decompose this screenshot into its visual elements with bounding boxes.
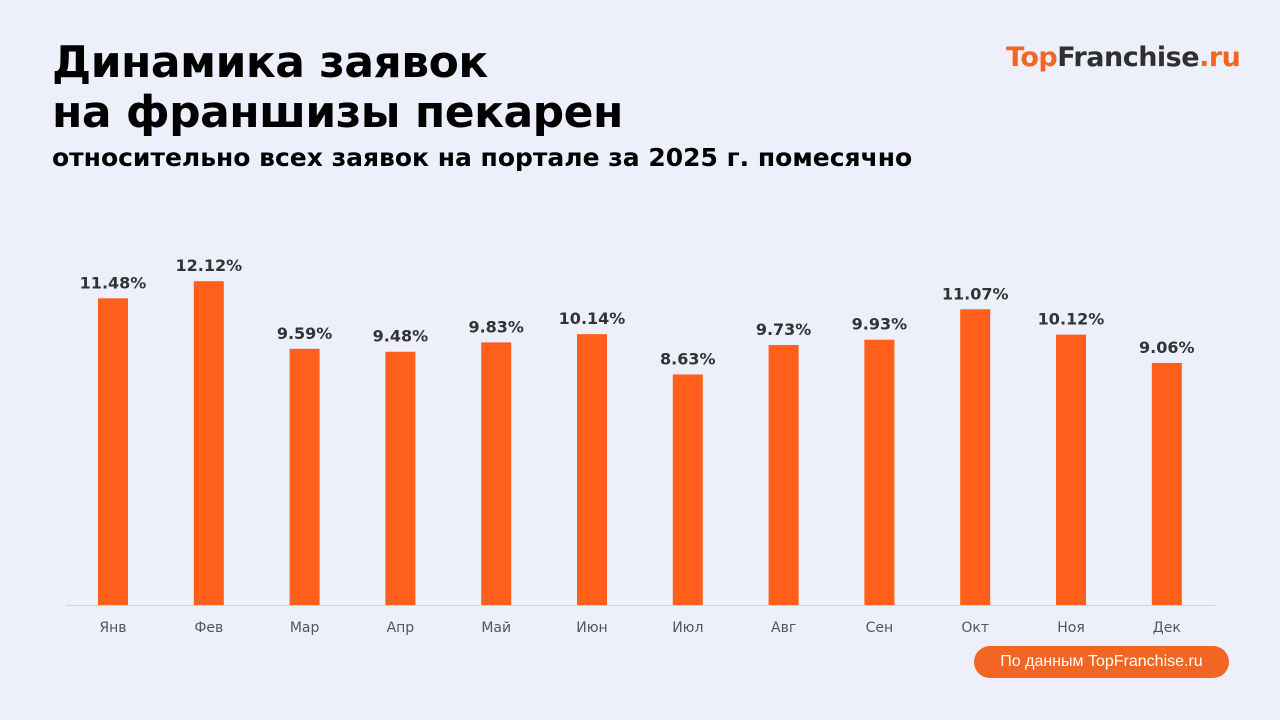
x-tick-label: Янв — [99, 620, 126, 636]
value-label: 10.12% — [1038, 310, 1105, 329]
value-label: 9.73% — [756, 320, 812, 339]
x-tick-label: Авг — [771, 620, 796, 636]
topfranchise-logo: TopFranchise.ru — [1006, 42, 1241, 73]
value-label: 9.83% — [468, 317, 524, 336]
x-tick-label: Фев — [194, 620, 223, 636]
bar-Май — [481, 342, 512, 605]
value-label: 9.06% — [1139, 338, 1195, 357]
bar-Янв — [98, 298, 128, 605]
logo-part-franchise: Franchise — [1057, 42, 1200, 73]
bar-Окт — [960, 309, 991, 605]
x-tick-label: Июл — [672, 620, 703, 636]
value-label: 11.48% — [80, 273, 147, 292]
logo-part-ru: .ru — [1199, 42, 1241, 73]
x-tick-label: Окт — [961, 620, 989, 636]
source-badge: По данным TopFranchise.ru — [974, 646, 1229, 678]
value-label: 8.63% — [660, 349, 716, 368]
bar-Июл — [672, 374, 703, 605]
x-tick-label: Мар — [290, 620, 320, 636]
title-line-2: на франшизы пекарен — [52, 87, 623, 138]
x-tick-label: Ноя — [1057, 620, 1085, 636]
logo-part-top: Top — [1006, 42, 1058, 73]
value-label: 10.14% — [559, 309, 626, 328]
x-tick-label: Май — [481, 620, 511, 636]
bar-Апр — [385, 351, 416, 605]
value-label: 11.07% — [942, 284, 1009, 303]
bar-Дек — [1151, 362, 1182, 605]
x-tick-label: Сен — [866, 620, 894, 636]
bar-Мар — [289, 348, 320, 605]
value-label: 9.48% — [373, 327, 429, 346]
bar-Ноя — [1056, 334, 1086, 605]
value-label: 12.12% — [175, 256, 242, 275]
x-tick-label: Июн — [576, 620, 607, 636]
value-label: 9.93% — [852, 315, 908, 334]
x-tick-label: Дек — [1153, 620, 1181, 636]
bar-Июн — [577, 334, 607, 605]
x-tick-label: Апр — [387, 620, 415, 636]
bar-Сен — [864, 339, 895, 605]
bar-Фев — [193, 281, 224, 605]
bar-Авг — [768, 345, 799, 605]
title-line-1: Динамика заявок — [52, 37, 488, 88]
page-subtitle: относительно всех заявок на портале за 2… — [52, 143, 913, 172]
page-title: Динамика заявок на франшизы пекарен — [52, 38, 623, 138]
value-label: 9.59% — [277, 324, 333, 343]
